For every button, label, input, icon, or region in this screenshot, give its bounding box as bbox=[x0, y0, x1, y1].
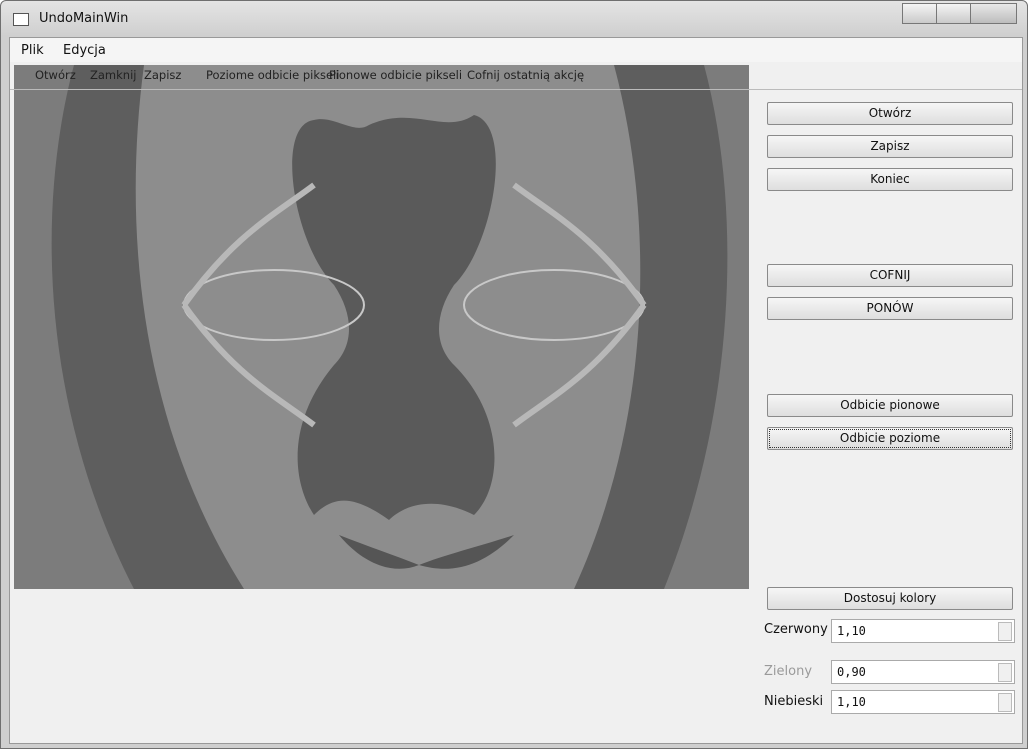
menu-item[interactable]: Plik bbox=[21, 43, 44, 58]
toolbar-button[interactable]: Zapisz bbox=[144, 68, 182, 82]
toolbar-button[interactable]: Zamknij bbox=[90, 68, 137, 82]
toolbar-button[interactable]: Cofnij ostatnią akcję bbox=[467, 68, 585, 82]
spin-value: 1,10 bbox=[837, 695, 866, 709]
close[interactable] bbox=[970, 3, 1017, 24]
spin-arrows[interactable] bbox=[998, 663, 1012, 682]
toolbar-button[interactable]: Pionowe odbicie pikseli bbox=[329, 68, 463, 82]
window-title: UndoMainWin bbox=[39, 11, 129, 26]
menu-item[interactable]: Edycja bbox=[63, 43, 106, 58]
spin-label: Czerwony bbox=[764, 622, 828, 637]
spin-arrows[interactable] bbox=[998, 622, 1012, 641]
window-icon bbox=[13, 13, 29, 26]
minimize[interactable] bbox=[902, 3, 937, 24]
spinbox[interactable]: 1,10 bbox=[831, 619, 1015, 643]
button[interactable]: COFNIJ bbox=[767, 264, 1013, 287]
spin-label: Zielony bbox=[764, 664, 813, 679]
button[interactable]: Koniec bbox=[767, 168, 1013, 191]
spinbox[interactable]: 1,10 bbox=[831, 690, 1015, 714]
client-area: Plik Edycja Otwórz Zamknij Zapisz Poziom… bbox=[9, 37, 1023, 744]
button[interactable]: Otwórz bbox=[767, 102, 1013, 125]
spin-value: 0,90 bbox=[837, 665, 866, 679]
button[interactable]: Odbicie pionowe bbox=[767, 394, 1013, 417]
button[interactable]: Dostosuj kolory bbox=[767, 587, 1013, 610]
spin-label: Niebieski bbox=[764, 694, 824, 709]
button[interactable]: Odbicie poziome bbox=[767, 427, 1013, 450]
button[interactable]: Zapisz bbox=[767, 135, 1013, 158]
maximize[interactable] bbox=[936, 3, 971, 24]
toolbar-button[interactable]: Poziome odbicie pikseli bbox=[206, 68, 340, 82]
window-controls bbox=[902, 3, 1017, 24]
spin-arrows[interactable] bbox=[998, 693, 1012, 712]
toolbar-line bbox=[10, 89, 1022, 90]
spinbox[interactable]: 0,90 bbox=[831, 660, 1015, 684]
image bbox=[14, 65, 749, 589]
toolbar-button[interactable]: Otwórz bbox=[35, 68, 76, 82]
menu-bar: Plik Edycja bbox=[10, 38, 1022, 62]
button[interactable]: PONÓW bbox=[767, 297, 1013, 320]
spin-value: 1,10 bbox=[837, 624, 866, 638]
